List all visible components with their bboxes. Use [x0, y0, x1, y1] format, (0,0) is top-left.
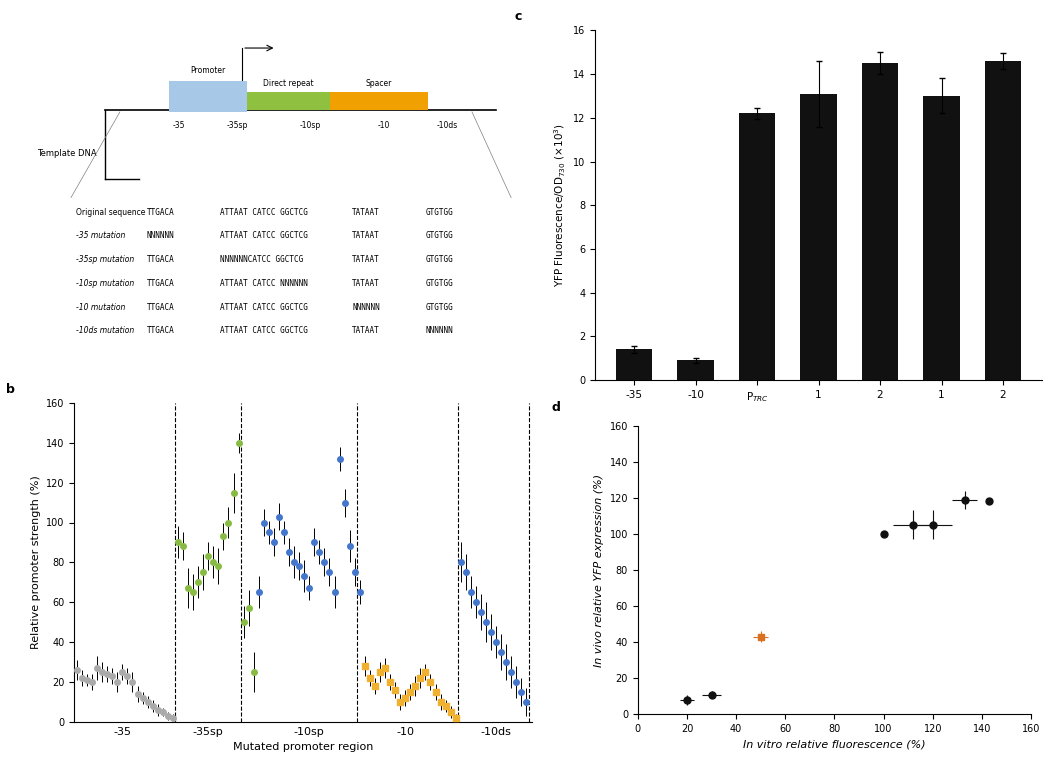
Text: TTGACA: TTGACA — [147, 279, 174, 288]
Text: GTGTGG: GTGTGG — [425, 231, 453, 240]
Text: Spacer: Spacer — [366, 79, 392, 88]
Text: Promoter: Promoter — [190, 66, 225, 75]
Text: b: b — [6, 383, 15, 397]
Bar — [677, 360, 714, 380]
Text: -10ds: -10ds — [437, 121, 458, 130]
Text: GTGTGG: GTGTGG — [425, 279, 453, 288]
Bar — [247, 92, 331, 110]
Bar — [923, 96, 960, 380]
Text: d: d — [552, 401, 560, 414]
Text: GTGTGG: GTGTGG — [425, 302, 453, 312]
Text: -10sp: -10sp — [300, 121, 321, 130]
Text: -35sp mutation: -35sp mutation — [75, 255, 134, 264]
Text: TATAAT: TATAAT — [352, 231, 379, 240]
Bar — [984, 61, 1022, 380]
Y-axis label: Relative promoter strength (%): Relative promoter strength (%) — [31, 476, 40, 649]
Text: Original sequence: Original sequence — [75, 207, 146, 217]
Text: ATTAAT CATCC GGCTCG: ATTAAT CATCC GGCTCG — [220, 207, 308, 217]
Text: NNNNNN: NNNNNN — [425, 326, 453, 335]
X-axis label: In vitro relative fluorescence (%): In vitro relative fluorescence (%) — [743, 739, 926, 749]
Text: GTGTGG: GTGTGG — [425, 255, 453, 264]
Text: c: c — [514, 11, 522, 24]
Text: TTGACA: TTGACA — [147, 207, 174, 217]
Text: TTGACA: TTGACA — [147, 255, 174, 264]
Y-axis label: In vivo relative YFP expression (%): In vivo relative YFP expression (%) — [594, 473, 604, 667]
Text: ATTAAT CATCC GGCTCG: ATTAAT CATCC GGCTCG — [220, 326, 308, 335]
Y-axis label: YFP Fluorescence/OD$_{730}$ (×10$^{3}$): YFP Fluorescence/OD$_{730}$ (×10$^{3}$) — [552, 123, 568, 287]
Text: TTGACA: TTGACA — [147, 326, 174, 335]
Text: TTGACA: TTGACA — [147, 302, 174, 312]
Text: GTGTGG: GTGTGG — [425, 207, 453, 217]
Text: -10 mutation: -10 mutation — [75, 302, 125, 312]
Text: TATAAT: TATAAT — [352, 255, 379, 264]
Text: -35sp: -35sp — [834, 449, 864, 459]
Text: NNNNNNCATCC GGCTCG: NNNNNNCATCC GGCTCG — [220, 255, 303, 264]
Text: NNNNNN: NNNNNN — [352, 302, 379, 312]
Bar — [800, 93, 837, 380]
Text: -35: -35 — [172, 121, 185, 130]
Text: -10: -10 — [377, 121, 390, 130]
Text: TATAAT: TATAAT — [352, 279, 379, 288]
Text: Template DNA: Template DNA — [37, 149, 97, 158]
Text: Direct repeat: Direct repeat — [264, 79, 314, 88]
Text: -35sp: -35sp — [226, 121, 248, 130]
Text: -35 mutation: -35 mutation — [75, 231, 125, 240]
Bar — [861, 63, 898, 380]
Text: TATAAT: TATAAT — [352, 207, 379, 217]
Text: -10ds mutation: -10ds mutation — [75, 326, 134, 335]
Bar — [169, 81, 247, 112]
Text: TATAAT: TATAAT — [352, 326, 379, 335]
Text: -10sp: -10sp — [958, 449, 986, 459]
Text: ATTAAT CATCC NNNNNN: ATTAAT CATCC NNNNNN — [220, 279, 308, 288]
Text: -10sp mutation: -10sp mutation — [75, 279, 134, 288]
Bar — [739, 113, 776, 380]
Bar — [331, 92, 428, 110]
Text: ATTAAT CATCC GGCTCG: ATTAAT CATCC GGCTCG — [220, 302, 308, 312]
X-axis label: Mutated promoter region: Mutated promoter region — [233, 743, 373, 752]
Text: NNNNNN: NNNNNN — [147, 231, 174, 240]
Bar — [615, 350, 653, 380]
Text: ATTAAT CATCC GGCTCG: ATTAAT CATCC GGCTCG — [220, 231, 308, 240]
